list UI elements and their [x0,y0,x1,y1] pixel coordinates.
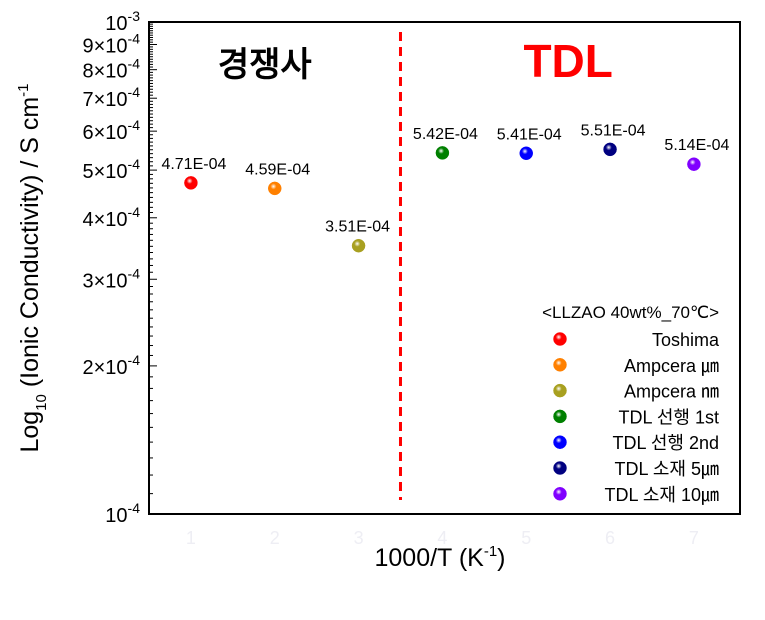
x-tick-label: 6 [605,528,615,548]
data-label: 5.14E-04 [664,137,729,154]
y-tick-label: 10-4 [105,500,140,527]
data-point [184,176,198,190]
legend-label: TDL 선행 1st [619,407,719,427]
data-label: 5.51E-04 [581,122,646,139]
legend-marker [553,461,567,475]
plot-frame [148,21,741,515]
data-point [351,238,366,253]
region-label: 경쟁사 [218,46,312,84]
y-tick-label: 9×10-4 [82,31,140,58]
x-tick-label: 5 [521,528,531,548]
data-label: 5.42E-04 [413,126,478,143]
data-point [267,181,282,196]
y-tick-label: 8×10-4 [82,56,140,83]
data-point [687,157,701,171]
y-tick-label: 6×10-4 [82,117,140,144]
x-tick-label: 1 [186,528,196,548]
data-label: 4.71E-04 [161,156,226,173]
y-tick-label: 3×10-4 [82,265,140,292]
legend-marker [553,358,567,372]
legend-label: TDL 소재 10㎛ [605,485,719,506]
x-tick-label: 7 [689,528,699,548]
legend-label: TDL 소재 5㎛ [615,459,719,480]
region-label: TDL [523,35,612,87]
data-label: 4.59E-04 [245,161,310,178]
y-tick-label: 5×10-4 [82,156,140,183]
x-axis-title: 1000/T (K-1) [375,543,506,572]
data-point [519,146,533,161]
x-tick-label: 2 [270,528,280,548]
data-label: 5.41E-04 [497,126,562,143]
y-tick-label: 7×10-4 [82,84,140,111]
y-tick-label: 4×10-4 [82,204,140,231]
y-tick-label: 2×10-4 [82,352,140,379]
legend-label: Ampcera ㎛ [624,356,719,377]
legend-label: Ampcera ㎚ [624,382,719,402]
legend-marker [553,435,567,449]
x-axis: 1 2 3 4 5 6 7 [186,528,699,548]
legend-title: <LLZAO 40wt%_70℃> [542,303,719,322]
x-tick-label: 4 [437,528,447,548]
legend-label: Toshima [652,330,720,350]
y-tick-label: 10-3 [105,8,140,35]
legend-marker [553,409,567,424]
legend-marker [553,383,567,398]
data-point [435,146,450,160]
y-axis-title: Log10 (Ionic Conductivity) / S cm-1 [15,83,50,452]
y-axis: 10-39×10-48×10-47×10-4 6×10-4 5×10-4 4×10-4… [82,8,157,527]
data-points: 경쟁사 TDL 4.71E-04 4.59E-04 3.51E-04 5.42E-04 5.… [161,32,729,500]
legend-marker [553,332,567,346]
legend: <LLZAO 40wt%_70℃> Toshima Ampcera ㎛ Ampcera… [542,303,720,506]
data-label: 3.51E-04 [325,219,390,236]
legend-label: TDL 선행 2nd [613,433,720,453]
data-point [603,142,617,157]
legend-marker [553,487,567,501]
x-tick-label: 3 [354,528,364,548]
